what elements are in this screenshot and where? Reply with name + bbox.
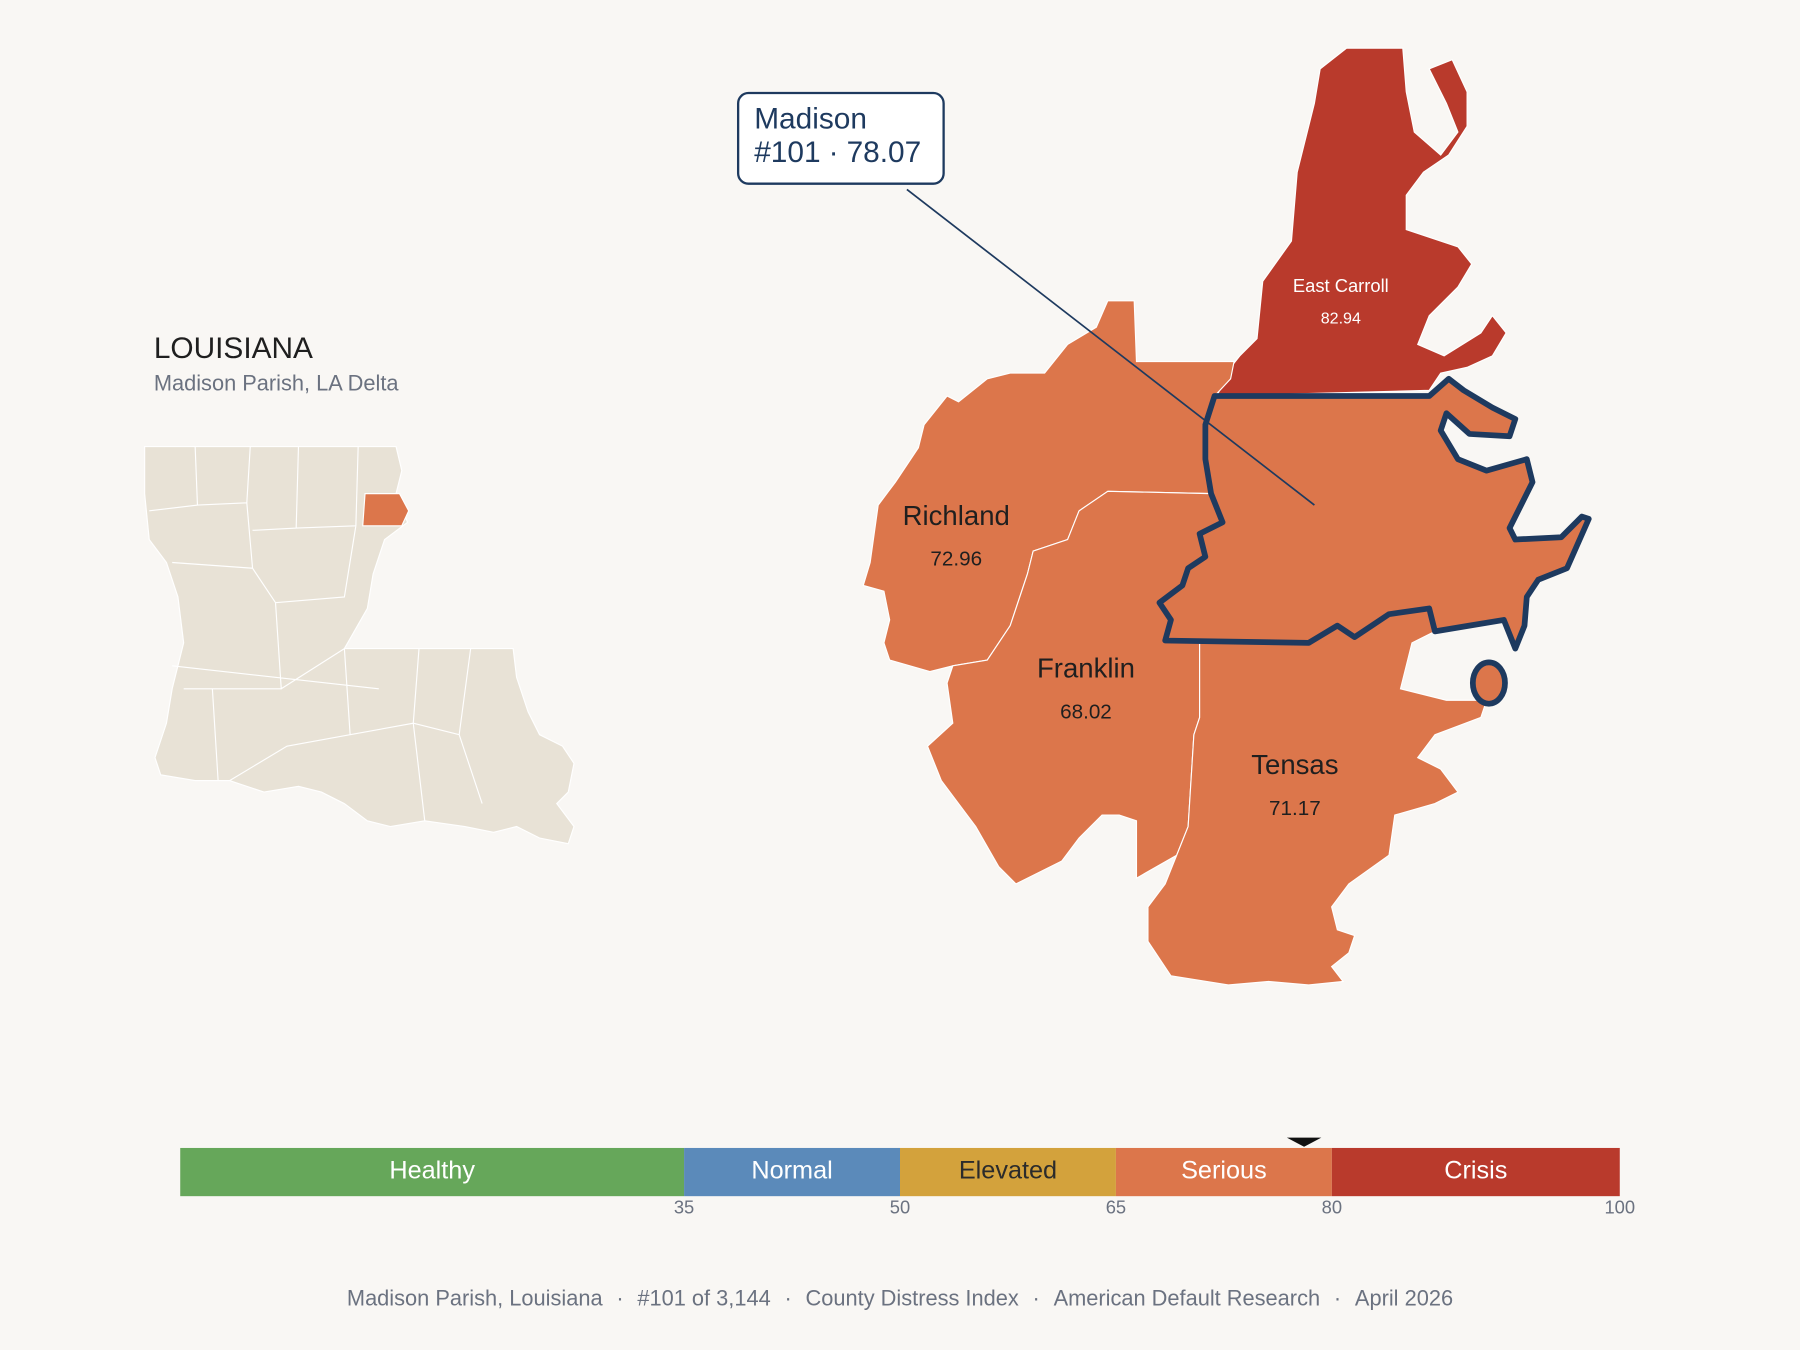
score-marker: [1286, 1137, 1322, 1147]
footer-separator: ·: [784, 1285, 791, 1310]
footer-separator: ·: [616, 1285, 623, 1310]
parish-score: 68.02: [1060, 700, 1112, 723]
legend-tick-label: 100: [1604, 1197, 1635, 1218]
callout-detail: #101 · 78.07: [754, 136, 921, 169]
parish-score: 72.96: [930, 548, 982, 571]
parish-name: Tensas: [1251, 749, 1338, 780]
legend-band: [1331, 1147, 1620, 1197]
parish-score: 82.94: [1321, 309, 1361, 327]
callout-leader: [906, 188, 1315, 506]
legend-band: [180, 1147, 685, 1197]
footer-separator: ·: [1033, 1285, 1040, 1310]
state-title: LOUISIANA: [154, 332, 313, 365]
state-outline: [144, 445, 575, 845]
footer-item: #101 of 3,144: [637, 1285, 770, 1310]
legend-band-label: Crisis: [1444, 1157, 1507, 1185]
callout-rank: #101: [754, 136, 820, 169]
footer-item: American Default Research: [1054, 1285, 1321, 1310]
subtitle: Madison Parish, LA Delta: [154, 370, 400, 395]
legend-band-label: Healthy: [389, 1157, 475, 1185]
legend-tick-label: 50: [890, 1197, 910, 1218]
footer: Madison Parish, Louisiana · #101 of 3,144 ·…: [347, 1285, 1453, 1310]
footer-item: Madison Parish, Louisiana: [347, 1285, 604, 1310]
separator: ·: [829, 136, 839, 169]
footer-separator: ·: [1334, 1285, 1341, 1310]
legend-band: [1115, 1147, 1332, 1197]
legend-tick-label: 35: [674, 1197, 694, 1218]
legend-band: [900, 1147, 1116, 1197]
callout-box: [736, 91, 945, 185]
state-map: [144, 445, 575, 845]
madison-highlight: [362, 493, 410, 527]
footer-item: April 2026: [1355, 1285, 1453, 1310]
legend-band-label: Normal: [751, 1157, 832, 1185]
parish-name: Franklin: [1037, 653, 1135, 684]
parish-score: 71.17: [1269, 797, 1321, 820]
parish-tensas: [1147, 607, 1488, 986]
legend-band: [684, 1147, 900, 1197]
parish-madison-islet: [1469, 659, 1508, 707]
callout-score: 78.07: [847, 136, 922, 169]
parish-name: East Carroll: [1293, 275, 1389, 296]
legend-band-label: Serious: [1181, 1157, 1267, 1185]
parish-name: Richland: [903, 500, 1010, 531]
legend-tick-label: 80: [1322, 1197, 1342, 1218]
legend-tick-label: 65: [1106, 1197, 1126, 1218]
callout-name: Madison: [754, 102, 867, 135]
footer-item: County Distress Index: [806, 1285, 1019, 1310]
parish-east-carroll: [1215, 47, 1507, 397]
legend-band-label: Elevated: [959, 1157, 1057, 1185]
county-lines: [149, 446, 483, 821]
parish-madison: [1156, 375, 1592, 652]
legend: Healthy Normal Elevated Serious Crisis 35 50 65…: [180, 1137, 1635, 1218]
